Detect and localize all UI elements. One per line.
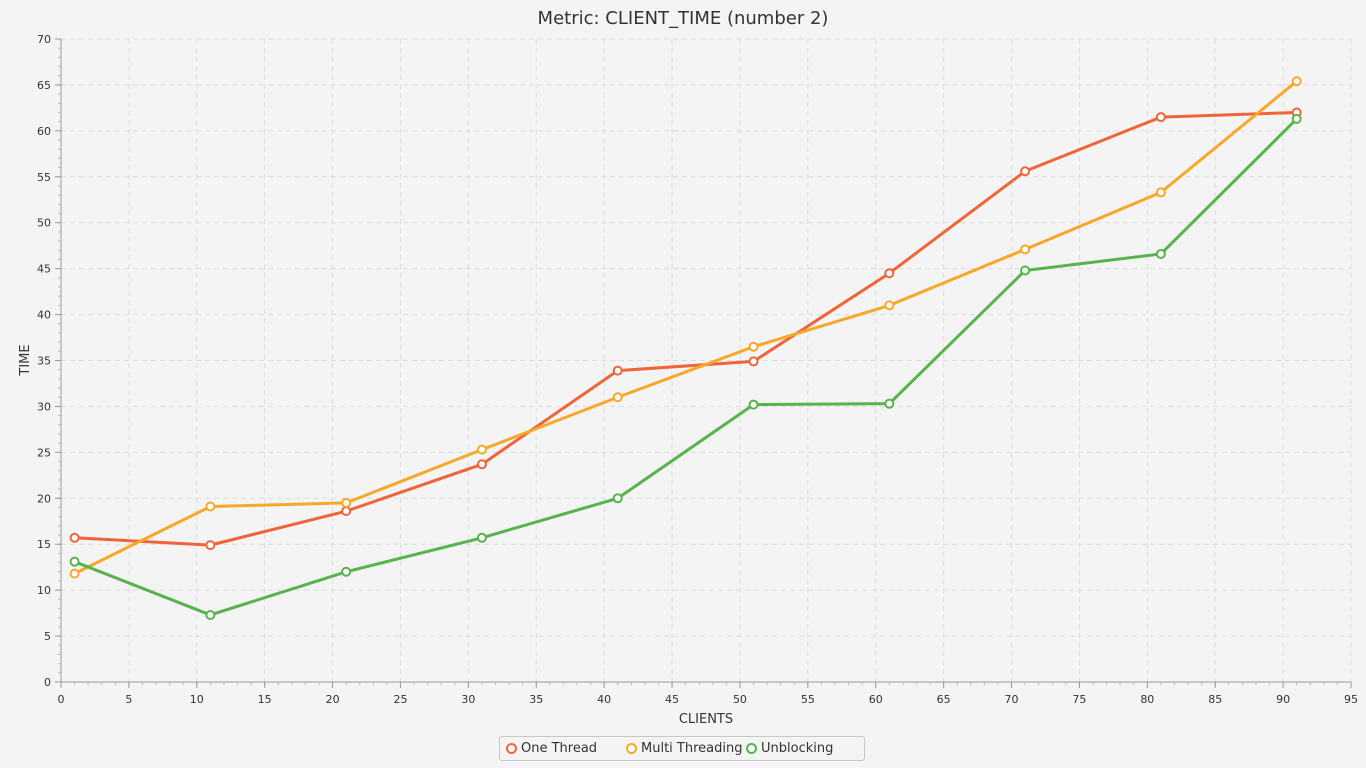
data-point-multi-threading[interactable] — [205, 501, 216, 512]
x-tick-label: 25 — [393, 693, 407, 706]
data-point-unblocking[interactable] — [341, 566, 352, 577]
series-layer — [69, 76, 1302, 620]
y-tick-label: 45 — [37, 263, 51, 276]
y-tick-label: 25 — [37, 446, 51, 459]
data-point-one-thread[interactable] — [341, 506, 352, 517]
legend-label-unblocking: Unblocking — [761, 741, 834, 756]
data-point-one-thread[interactable] — [205, 540, 216, 551]
data-point-one-thread[interactable] — [884, 268, 895, 279]
x-tick-label: 60 — [869, 693, 883, 706]
legend-label-multi-threading: Multi Threading — [641, 741, 743, 756]
data-point-one-thread[interactable] — [612, 365, 623, 376]
legend-item-multi-threading[interactable]: Multi Threading — [626, 741, 746, 756]
x-tick-label: 80 — [1140, 693, 1154, 706]
y-tick-label: 20 — [37, 492, 51, 505]
y-tick-label: 30 — [37, 400, 51, 413]
x-tick-label: 85 — [1208, 693, 1222, 706]
x-tick-label: 55 — [801, 693, 815, 706]
data-point-one-thread[interactable] — [69, 532, 80, 543]
legend: One Thread Multi Threading Unblocking — [499, 736, 865, 761]
x-tick-label: 65 — [937, 693, 951, 706]
y-tick-label: 10 — [37, 584, 51, 597]
y-tick-label: 40 — [37, 309, 51, 322]
data-point-unblocking[interactable] — [1291, 113, 1302, 124]
multi-threading-marker-icon — [626, 743, 637, 754]
x-tick-label: 90 — [1276, 693, 1290, 706]
y-tick-label: 60 — [37, 125, 51, 138]
legend-label-one-thread: One Thread — [521, 741, 598, 756]
y-tick-label: 50 — [37, 217, 51, 230]
data-point-one-thread[interactable] — [476, 459, 487, 470]
legend-item-unblocking[interactable]: Unblocking — [746, 741, 833, 756]
data-point-unblocking[interactable] — [884, 398, 895, 409]
y-tick-label: 70 — [37, 33, 51, 46]
data-point-multi-threading[interactable] — [884, 300, 895, 311]
data-point-unblocking[interactable] — [1155, 248, 1166, 259]
data-point-multi-threading[interactable] — [341, 497, 352, 508]
x-tick-label: 30 — [461, 693, 475, 706]
data-point-multi-threading[interactable] — [1155, 187, 1166, 198]
x-tick-label: 10 — [190, 693, 204, 706]
y-tick-label: 35 — [37, 355, 51, 368]
series-line-one-thread — [73, 110, 1299, 547]
x-tick-label: 5 — [125, 693, 132, 706]
x-tick-label: 95 — [1344, 693, 1358, 706]
one-thread-marker-icon — [506, 743, 517, 754]
y-tick-label: 55 — [37, 171, 51, 184]
x-tick-label: 50 — [733, 693, 747, 706]
grid — [61, 38, 1352, 682]
x-tick-label: 70 — [1005, 693, 1019, 706]
x-tick-label: 35 — [529, 693, 543, 706]
y-tick-label: 65 — [37, 79, 51, 92]
chart-title: Metric: CLIENT_TIME (number 2) — [538, 8, 829, 29]
data-point-multi-threading[interactable] — [1291, 76, 1302, 87]
x-tick-label: 75 — [1072, 693, 1086, 706]
x-axis-title: CLIENTS — [679, 712, 733, 727]
data-point-multi-threading[interactable] — [1020, 244, 1031, 255]
series-line-multi-threading — [73, 79, 1299, 576]
x-tick-label: 20 — [326, 693, 340, 706]
y-tick-label: 5 — [44, 630, 51, 643]
x-tick-label: 40 — [597, 693, 611, 706]
legend-item-one-thread[interactable]: One Thread — [506, 741, 626, 756]
data-point-unblocking[interactable] — [476, 532, 487, 543]
data-point-unblocking[interactable] — [748, 399, 759, 410]
unblocking-marker-icon — [746, 743, 757, 754]
data-point-unblocking[interactable] — [1020, 265, 1031, 276]
data-point-unblocking[interactable] — [612, 493, 623, 504]
x-tick-label: 45 — [665, 693, 679, 706]
data-point-multi-threading[interactable] — [69, 568, 80, 579]
y-axis-title: TIME — [18, 344, 33, 376]
y-tick-label: 0 — [44, 676, 51, 689]
data-point-one-thread[interactable] — [748, 356, 759, 367]
x-tick-label: 15 — [258, 693, 272, 706]
data-point-multi-threading[interactable] — [612, 392, 623, 403]
x-tick-label: 0 — [58, 693, 65, 706]
data-point-multi-threading[interactable] — [748, 341, 759, 352]
data-point-one-thread[interactable] — [1020, 166, 1031, 177]
y-tick-label: 15 — [37, 538, 51, 551]
data-point-unblocking[interactable] — [205, 609, 216, 620]
data-point-unblocking[interactable] — [69, 556, 80, 567]
axes: 0 5 10 15 20 25 30 35 40 45 50 55 60 65 70 75 80 85 90 95 0 5… — [37, 33, 1358, 706]
data-point-one-thread[interactable] — [1155, 112, 1166, 123]
data-point-multi-threading[interactable] — [476, 444, 487, 455]
series-line-unblocking — [73, 117, 1299, 617]
